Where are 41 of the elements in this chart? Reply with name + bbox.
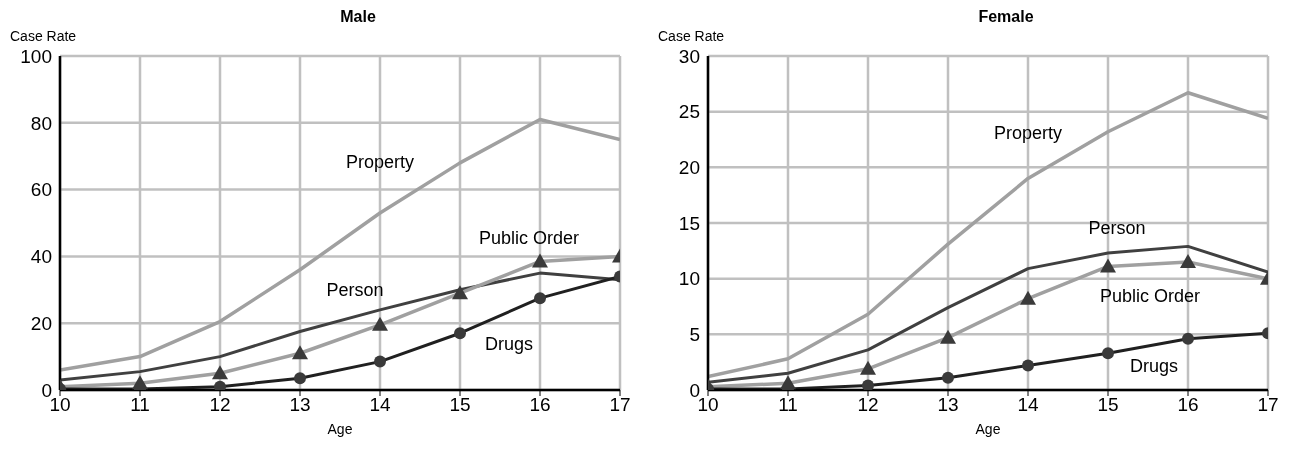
y-axis-title: Case Rate — [658, 28, 726, 46]
y-tick-label: 0 — [41, 379, 52, 401]
x-tick-label: 17 — [1257, 394, 1279, 416]
x-tick-label: 12 — [209, 394, 231, 416]
y-tick-label: 5 — [689, 324, 700, 346]
y-axis-title: Case Rate — [10, 28, 78, 46]
chart-title: Female — [977, 8, 1035, 27]
y-tick-label: 40 — [30, 246, 52, 268]
series-label: Public Order — [478, 228, 580, 249]
y-tick-label: 100 — [20, 45, 52, 67]
y-tick-label: 0 — [689, 379, 700, 401]
y-tick-label: 15 — [678, 212, 700, 234]
x-tick-label: 16 — [1177, 394, 1199, 416]
x-tick-label: 14 — [1017, 394, 1039, 416]
x-axis-title: Age — [327, 421, 353, 437]
y-tick-label: 20 — [30, 312, 52, 334]
x-tick-label: 13 — [289, 394, 311, 416]
series-label: Drugs — [484, 333, 534, 354]
x-tick-label: 17 — [609, 394, 631, 416]
x-tick-label: 13 — [937, 394, 959, 416]
y-tick-label: 80 — [30, 112, 52, 134]
y-tick-label: 60 — [30, 179, 52, 201]
y-tick-label: 20 — [678, 157, 700, 179]
x-tick-label: 14 — [369, 394, 391, 416]
series-label: Property — [345, 151, 415, 172]
x-tick-label: 11 — [130, 394, 150, 416]
x-tick-label: 16 — [529, 394, 551, 416]
x-tick-label: 11 — [778, 394, 798, 416]
x-tick-label: 15 — [449, 394, 471, 416]
x-tick-label: 12 — [857, 394, 879, 416]
series-label: Person — [1088, 217, 1146, 238]
series-label: Property — [993, 123, 1063, 144]
x-tick-label: 15 — [1097, 394, 1119, 416]
x-axis-title: Age — [975, 421, 1001, 437]
series-label: Public Order — [1099, 286, 1201, 307]
y-tick-label: 30 — [678, 45, 700, 67]
y-tick-label: 10 — [678, 268, 700, 290]
series-label: Person — [326, 280, 384, 301]
y-tick-label: 25 — [678, 101, 700, 123]
series-label: Drugs — [1129, 356, 1179, 377]
chart-title: Male — [339, 8, 377, 27]
